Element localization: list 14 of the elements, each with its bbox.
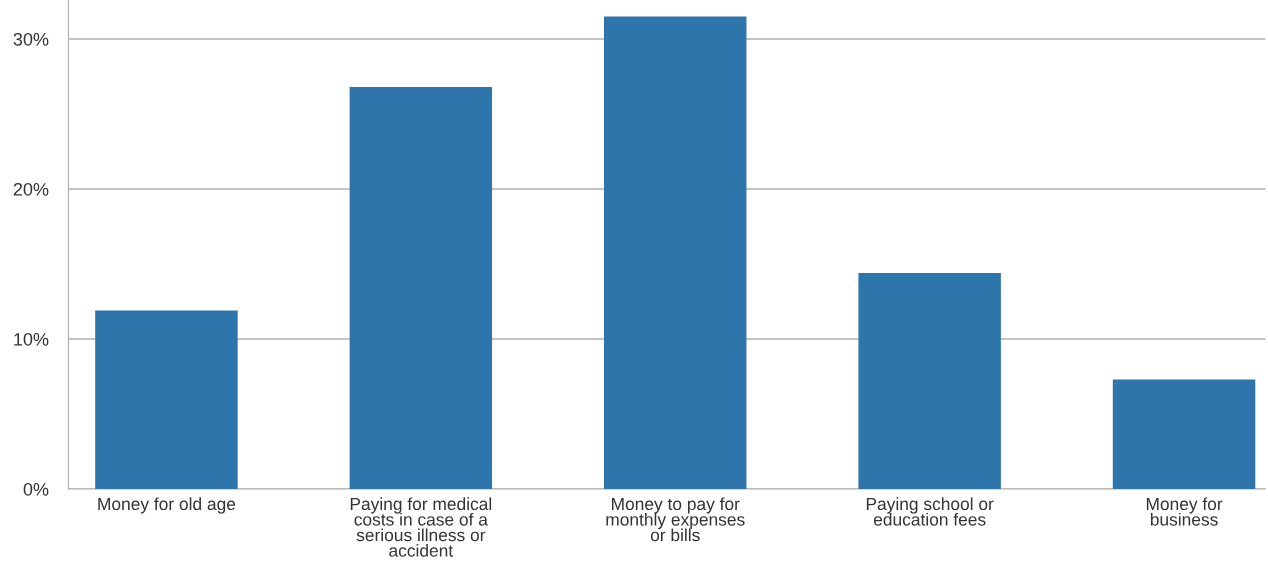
- y-tick-label: 20%: [13, 182, 49, 196]
- x-tick-label: Paying for medical costs in case of a serious illness or accident: [350, 497, 492, 557]
- y-tick-label: 10%: [14, 332, 49, 346]
- bar: [1112, 379, 1256, 490]
- x-tick-label: Money for business: [1146, 497, 1223, 526]
- y-tick-label: 30%: [13, 32, 49, 46]
- x-tick-label: Money for old age: [98, 497, 236, 514]
- bar: [349, 87, 493, 490]
- x-tick-label: Money to pay for monthly expenses or bills: [606, 497, 745, 542]
- y-tick-label: 0%: [23, 482, 49, 496]
- bar: [604, 16, 747, 490]
- x-tick-label: Paying school or education fees: [866, 497, 994, 526]
- bar: [858, 273, 1001, 490]
- bar: [95, 310, 238, 490]
